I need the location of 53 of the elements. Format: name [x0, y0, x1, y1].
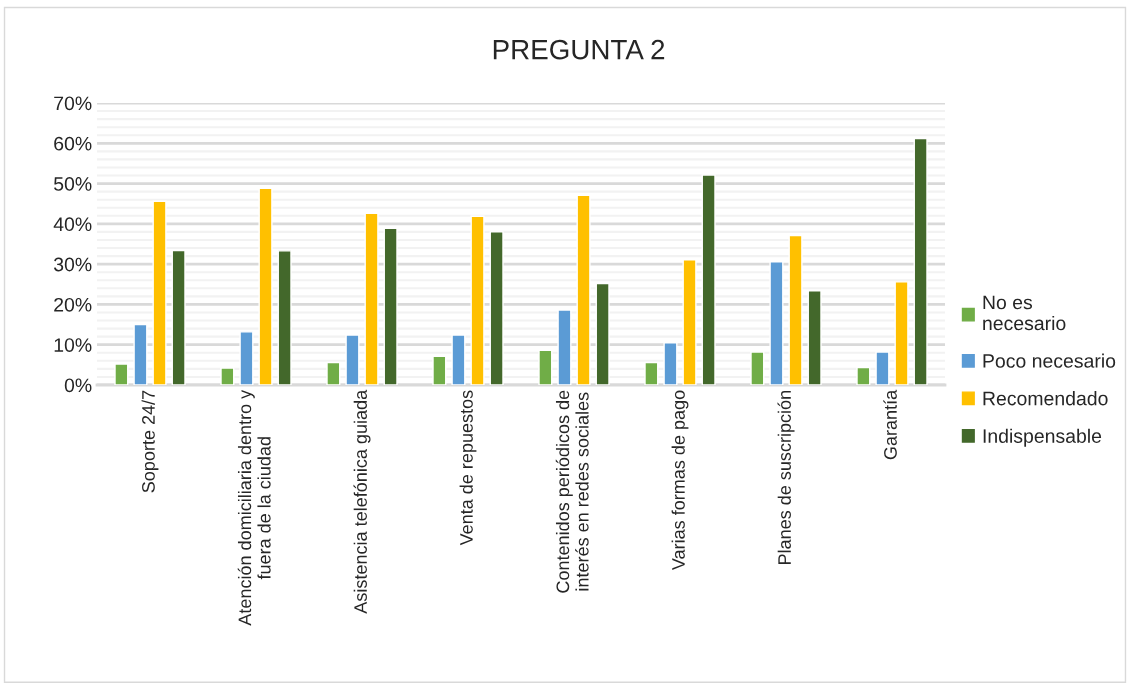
x-tick-label: Soporte 24/7: [141, 390, 159, 493]
x-tick-label: Contenidos periódicos de interés en redes sociales: [555, 390, 589, 593]
chart-title: PREGUNTA 2: [493, 39, 665, 60]
bar: [258, 187, 273, 385]
x-tick-label: Varias formas de pago: [671, 390, 689, 571]
bar: [682, 259, 697, 385]
legend-label: Indispensable: [983, 428, 1102, 447]
legend-label: Recomendado: [983, 391, 1108, 406]
bar: [326, 361, 341, 385]
y-tick-label: 70%: [54, 96, 92, 111]
bar: [538, 349, 553, 385]
bar: [383, 227, 398, 385]
bar: [489, 231, 504, 385]
bar: [788, 234, 803, 385]
bar: [171, 249, 186, 385]
bar: [807, 290, 822, 385]
bar: [644, 361, 659, 385]
bar: [595, 282, 610, 385]
bar: [152, 200, 167, 385]
x-tick-label: Atención domiciliaria dentro y fuera de la ciudad: [237, 389, 271, 626]
bar: [913, 137, 928, 385]
x-tick-label: Planes de suscripción: [777, 391, 795, 565]
legend-label: Poco necesario: [983, 353, 1116, 368]
y-tick-label: 20%: [54, 297, 92, 312]
y-tick-label: 60%: [54, 136, 92, 151]
x-tick-label: Garantía: [883, 389, 897, 460]
bar: [345, 334, 360, 385]
bar: [133, 323, 148, 385]
bar: [451, 334, 466, 385]
y-tick-label: 30%: [53, 257, 92, 272]
bar: [875, 351, 890, 385]
y-tick-label: 0%: [64, 378, 92, 393]
bar: [769, 261, 784, 385]
bar: [894, 281, 909, 385]
bar: [701, 174, 716, 385]
bar: [663, 342, 678, 385]
x-tick-label: Asistencia telefónica guiada: [353, 389, 371, 614]
x-tick-label: Venta de repuestos: [459, 390, 477, 546]
bar: [470, 215, 485, 385]
bar: [576, 194, 591, 385]
legend-label: No es necesario: [983, 295, 1066, 331]
y-tick-label: 10%: [54, 338, 92, 352]
bar: [432, 355, 447, 385]
bar: [856, 366, 871, 385]
bar: [114, 363, 129, 385]
bar: [277, 250, 292, 385]
bar: [239, 331, 254, 385]
bar: [220, 367, 235, 385]
bar: [557, 309, 572, 385]
y-tick-label: 40%: [53, 217, 92, 232]
bar: [750, 351, 765, 385]
bar: [364, 212, 379, 385]
y-tick-label: 50%: [54, 177, 92, 191]
